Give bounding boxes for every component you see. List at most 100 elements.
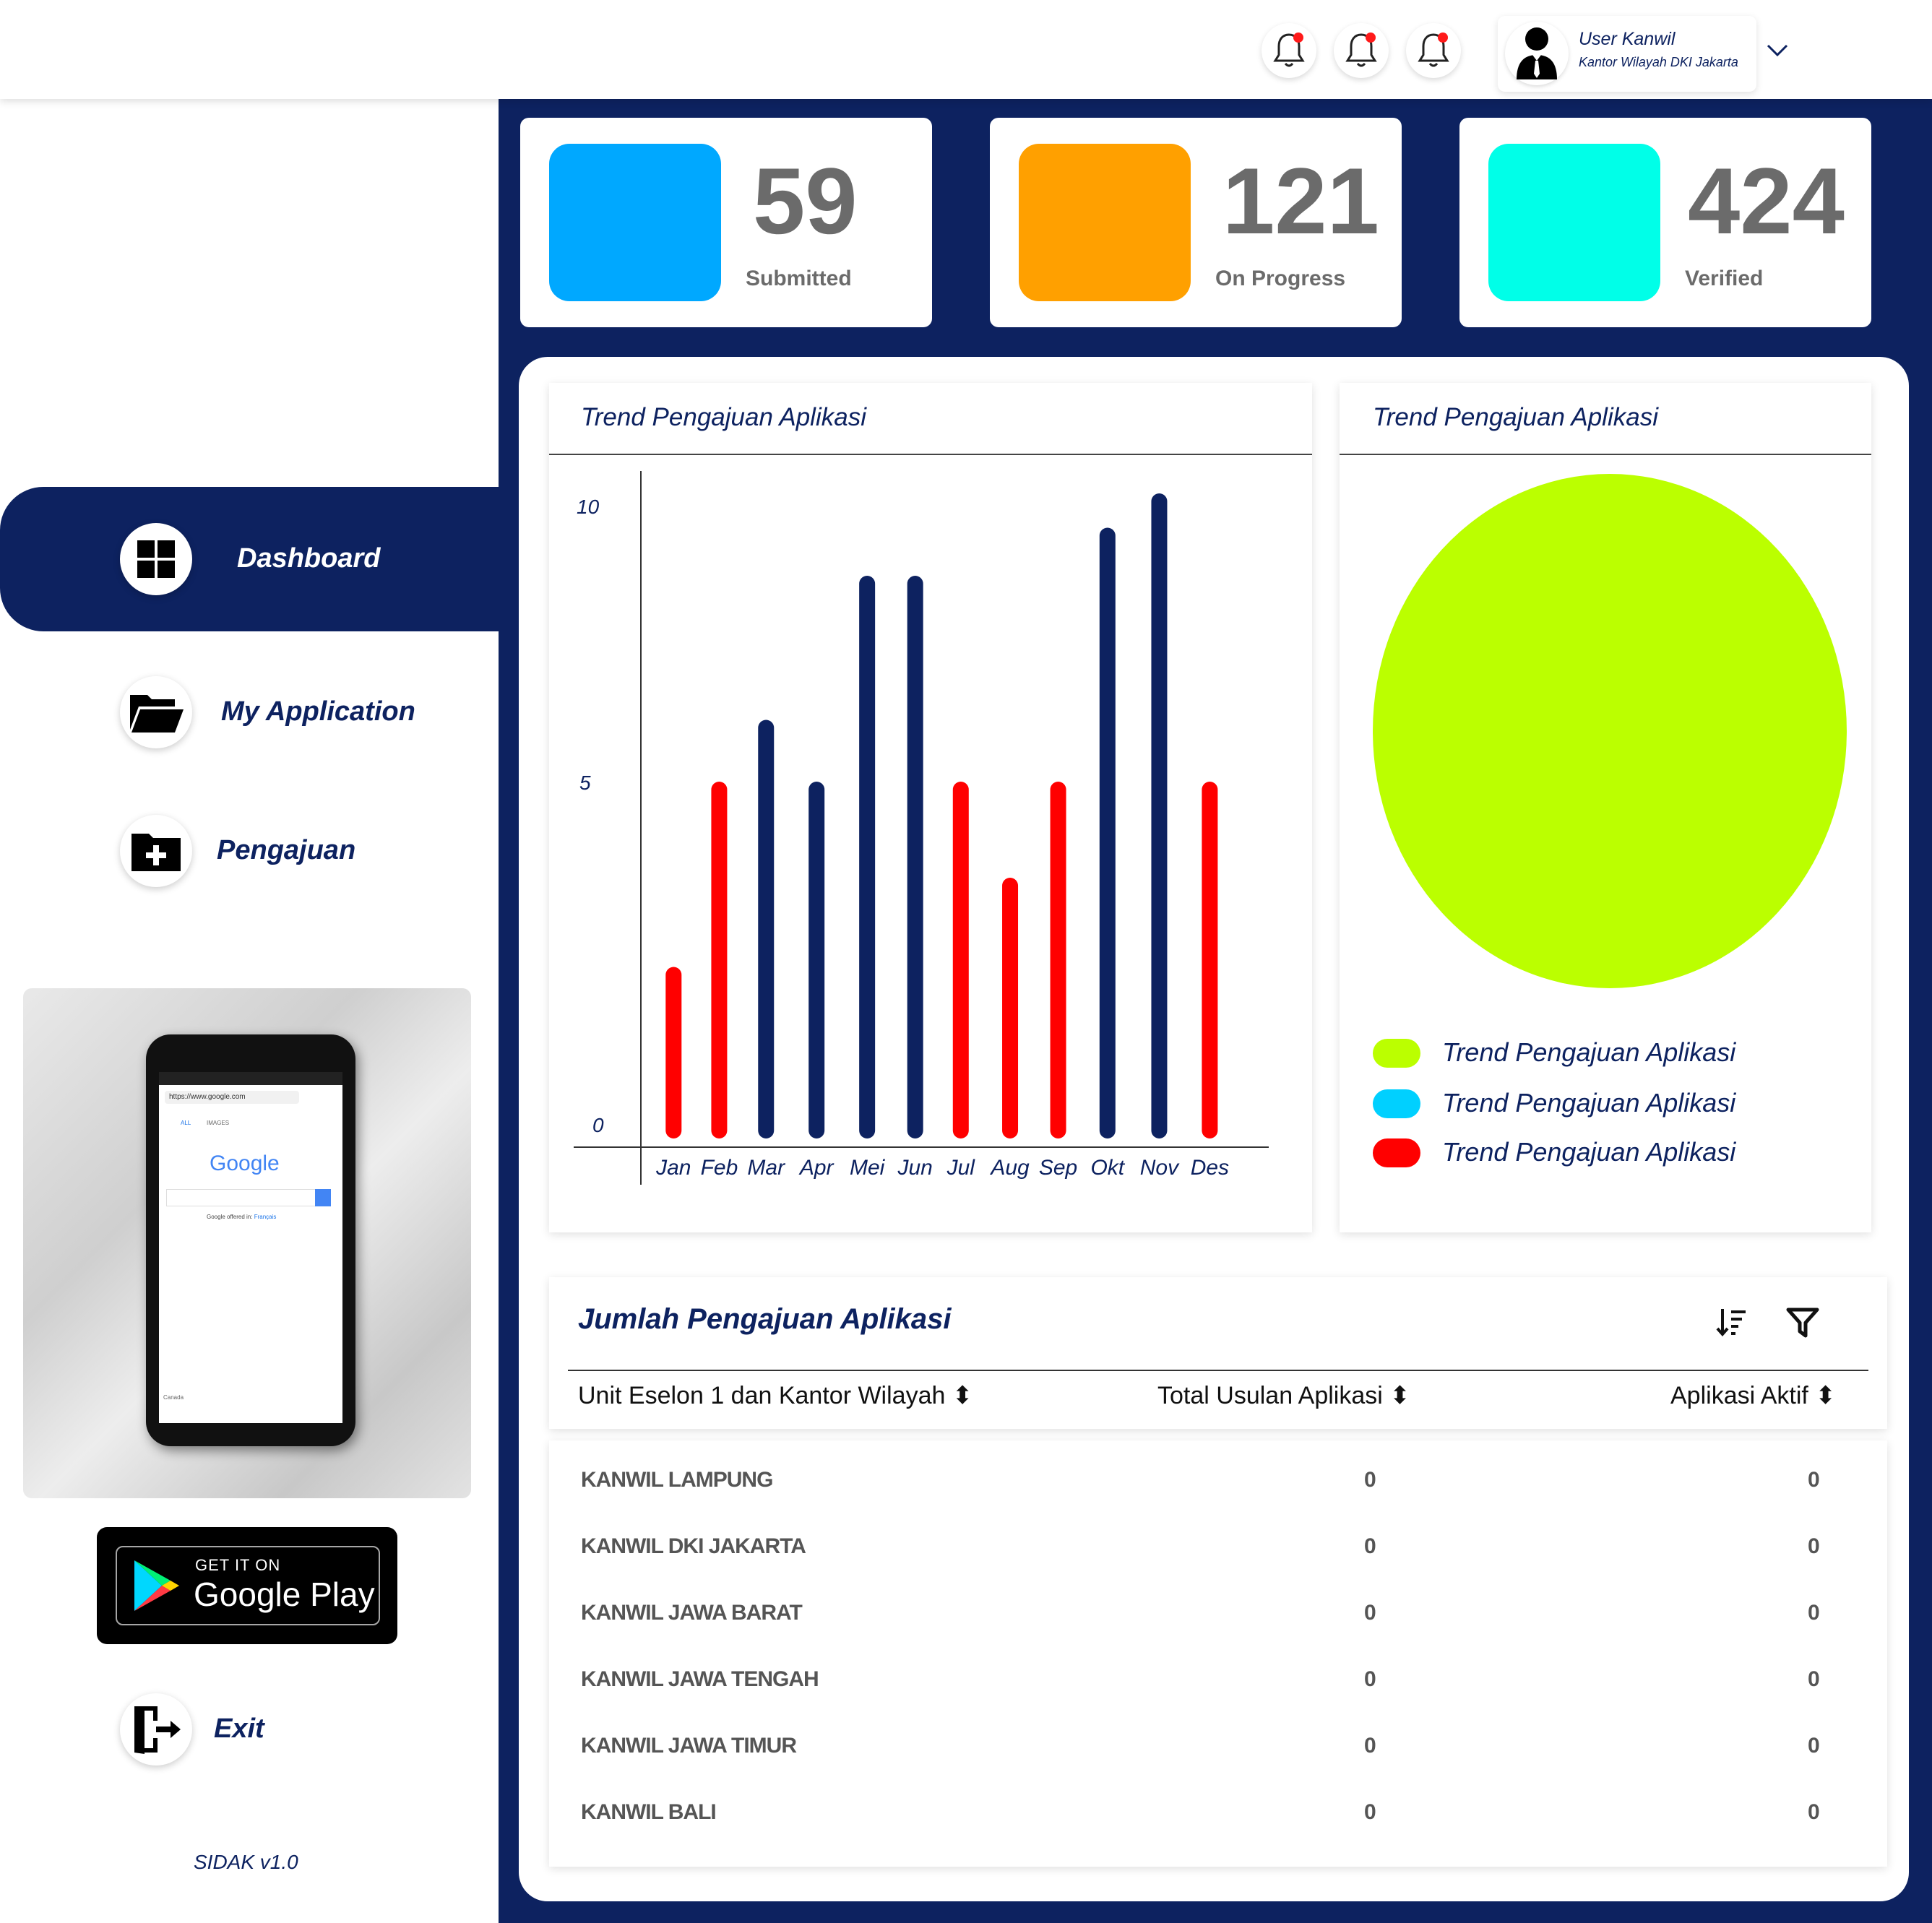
bar-chart [574, 471, 1269, 1185]
panel-title: Trend Pengajuan Aplikasi [581, 403, 866, 431]
nav-icon-wrap [120, 676, 192, 748]
bell-icon [1273, 33, 1305, 67]
sidebar-item-label: Pengajuan [217, 835, 356, 865]
panel-title: Trend Pengajuan Aplikasi [1373, 403, 1658, 431]
phone-tab-images: IMAGES [207, 1120, 230, 1126]
table-body-panel: KANWIL LAMPUNG 0 0 KANWIL DKI JAKARTA 0 0 KANW… [549, 1440, 1887, 1867]
bar-okt [1099, 527, 1116, 1138]
table-divider [568, 1370, 1868, 1371]
x-tick-label: Jan [656, 1156, 691, 1180]
row-active-value: 0 [1808, 1468, 1820, 1492]
sidebar-item-exit[interactable]: Exit [0, 1657, 499, 1802]
pie-slice [1373, 474, 1847, 988]
sort-toggle-icon: ⬍ [952, 1382, 973, 1409]
legend-swatch [1373, 1039, 1420, 1068]
table-row[interactable]: KANWIL LAMPUNG 0 0 [549, 1456, 1887, 1514]
column-header-active[interactable]: Aplikasi Aktif ⬍ [1670, 1381, 1836, 1410]
table-row[interactable]: KANWIL BALI 0 0 [549, 1789, 1887, 1846]
bar-feb [711, 782, 728, 1138]
nav-icon-wrap [120, 1693, 192, 1766]
sort-toggle-icon: ⬍ [1815, 1382, 1836, 1409]
column-header-total[interactable]: Total Usulan Aplikasi ⬍ [1157, 1381, 1410, 1410]
phone-search-box [166, 1189, 325, 1206]
folder-open-icon [130, 695, 184, 733]
row-unit-name: KANWIL JAWA TENGAH [581, 1667, 819, 1691]
x-tick-label: Mei [849, 1156, 885, 1180]
phone-screen: https://www.google.com ALL IMAGES Google… [159, 1072, 342, 1423]
bar-sep [1050, 782, 1066, 1138]
google-play-icon [134, 1560, 179, 1611]
y-tick-label: 10 [577, 496, 600, 518]
bar-nov [1151, 493, 1168, 1138]
row-total-value: 0 [1364, 1534, 1376, 1558]
notification-bell-button[interactable] [1334, 23, 1389, 78]
bar-mar [758, 719, 775, 1138]
sidebar-item-pengajuan[interactable]: Pengajuan [0, 780, 499, 925]
pie-chart-panel: Trend Pengajuan Aplikasi Trend Pengajuan… [1340, 383, 1871, 1232]
chevron-down-icon[interactable] [1766, 43, 1789, 58]
x-tick-label: Sep [1038, 1156, 1078, 1180]
stat-card-submitted[interactable]: 59 Submitted [520, 118, 932, 327]
bar-jul [952, 782, 969, 1138]
bar-jun [907, 576, 923, 1138]
table-header-panel: Jumlah Pengajuan Aplikasi Unit Eselon 1 … [549, 1277, 1887, 1429]
nav-icon-wrap [120, 815, 192, 887]
table-row[interactable]: KANWIL JAWA TENGAH 0 0 [549, 1656, 1887, 1714]
phone-tab-all: ALL [181, 1120, 191, 1126]
x-tick-label: Mar [747, 1156, 785, 1180]
x-tick-label: Okt [1090, 1156, 1125, 1180]
table-row[interactable]: KANWIL JAWA BARAT 0 0 [549, 1589, 1887, 1647]
stat-card-verified[interactable]: 424 Verified [1459, 118, 1871, 327]
notification-bell-button[interactable] [1262, 23, 1316, 78]
row-active-value: 0 [1808, 1601, 1820, 1625]
row-total-value: 0 [1364, 1601, 1376, 1625]
user-avatar-icon [1517, 27, 1557, 79]
top-bar: User Kanwil Kantor Wilayah DKI Jakarta [0, 0, 1932, 99]
sidebar-item-my-application[interactable]: My Application [0, 641, 499, 786]
sidebar-item-label: My Application [221, 696, 415, 727]
panel-divider [549, 454, 1312, 455]
bell-icon [1345, 33, 1377, 67]
table-title: Jumlah Pengajuan Aplikasi [578, 1303, 952, 1335]
user-office: Kantor Wilayah DKI Jakarta [1579, 55, 1738, 69]
row-unit-name: KANWIL BALI [581, 1800, 717, 1824]
notification-bell-button[interactable] [1406, 23, 1461, 78]
row-total-value: 0 [1364, 1800, 1376, 1824]
phone-device: https://www.google.com ALL IMAGES Google… [146, 1034, 355, 1446]
column-header-label: Aplikasi Aktif [1670, 1382, 1808, 1409]
panel-divider [1340, 454, 1871, 455]
bar-aug [1002, 878, 1019, 1138]
stat-value: 121 [1222, 148, 1379, 254]
x-tick-label: Aug [991, 1156, 1030, 1180]
stat-swatch [1019, 144, 1191, 301]
table-row[interactable]: KANWIL DKI JAKARTA 0 0 [549, 1523, 1887, 1581]
folder-add-icon [131, 834, 181, 871]
x-tick-label: Jul [946, 1156, 975, 1180]
x-tick-label: Apr [799, 1156, 834, 1180]
row-unit-name: KANWIL DKI JAKARTA [581, 1534, 806, 1558]
legend-label: Trend Pengajuan Aplikasi [1442, 1137, 1736, 1167]
sidebar-item-label: Dashboard [237, 543, 381, 574]
pie-chart [1373, 474, 1847, 988]
app-version: SIDAK v1.0 [194, 1851, 298, 1873]
stat-label: Verified [1685, 267, 1764, 290]
sort-icon[interactable] [1715, 1306, 1747, 1338]
filter-icon[interactable] [1786, 1308, 1819, 1338]
stat-card-on-progress[interactable]: 121 On Progress [990, 118, 1402, 327]
table-row[interactable]: KANWIL JAWA TIMUR 0 0 [549, 1722, 1887, 1780]
exit-door-icon [134, 1706, 181, 1754]
bar-jan [665, 967, 682, 1138]
row-active-value: 0 [1808, 1734, 1820, 1758]
stat-value: 424 [1688, 148, 1845, 254]
phone-offered-label: Google offered in: [207, 1214, 253, 1220]
bar-chart-panel: Trend Pengajuan Aplikasi 10 5 0 Jan Feb Ma… [549, 383, 1312, 1232]
google-play-badge[interactable]: GET IT ON Google Play [97, 1527, 397, 1644]
row-active-value: 0 [1808, 1800, 1820, 1824]
column-header-unit[interactable]: Unit Eselon 1 dan Kantor Wilayah ⬍ [578, 1381, 973, 1410]
sidebar-item-dashboard[interactable]: Dashboard [0, 487, 499, 631]
x-tick-label: Feb [700, 1156, 738, 1180]
y-tick-label: 5 [579, 772, 591, 794]
user-profile-card[interactable]: User Kanwil Kantor Wilayah DKI Jakarta [1498, 16, 1756, 92]
x-tick-label: Des [1190, 1156, 1230, 1180]
sort-toggle-icon: ⬍ [1389, 1382, 1410, 1409]
